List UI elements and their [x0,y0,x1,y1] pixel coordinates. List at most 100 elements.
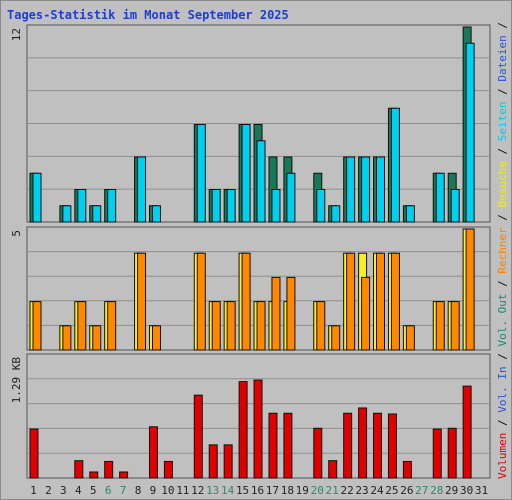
bar-seiten-day-13 [211,189,221,223]
x-tick-label-28: 28 [430,484,443,497]
x-tick-label-30: 30 [460,484,473,497]
bar-rechner-day-22 [346,252,356,351]
bar-seiten-day-16 [256,140,266,223]
legend-part-13: / [496,19,509,35]
legend-part-4: Vol. Out [496,294,509,347]
bar-rechner-day-24 [376,252,386,351]
bar-seiten-day-26 [405,205,415,223]
bar-rechner-day-30 [465,228,475,351]
bar-volumen-day-4 [74,460,84,479]
x-tick-label-27: 27 [415,484,428,497]
bar-volumen-day-6 [104,460,114,479]
bar-seiten-day-29 [450,189,460,223]
x-tick-label-1: 1 [30,484,37,497]
bar-volumen-day-5 [89,471,99,479]
x-tick-label-17: 17 [266,484,279,497]
bar-seiten-day-22 [346,156,356,223]
bar-seiten-day-20 [316,189,326,223]
bar-volumen-day-30 [462,385,472,479]
x-tick-label-23: 23 [355,484,368,497]
bar-rechner-day-3 [62,325,72,351]
bar-rechner-day-4 [77,301,87,351]
x-tick-label-18: 18 [281,484,294,497]
bar-volumen-day-13 [208,444,218,479]
bar-seiten-day-14 [226,189,236,223]
y-tick-label-requests: 12 [10,28,23,41]
x-tick-label-19: 19 [296,484,309,497]
bar-rechner-day-8 [137,252,147,351]
bar-seiten-day-21 [331,205,341,223]
x-tick-label-2: 2 [45,484,52,497]
legend-text: Volumen / Vol. In / Vol. Out / Rechner /… [496,19,509,479]
chart-title: Tages-Statistik im Monat September 2025 [7,8,289,22]
x-tick-label-25: 25 [385,484,398,497]
x-tick-label-7: 7 [120,484,127,497]
x-tick-label-4: 4 [75,484,82,497]
bar-volumen-day-22 [343,412,353,479]
bar-volumen-day-23 [358,407,368,479]
bar-seiten-day-1 [32,172,42,223]
x-tick-label-13: 13 [206,484,219,497]
x-tick-label-15: 15 [236,484,249,497]
y-tick-label-visits: 5 [10,230,23,237]
bar-rechner-day-18 [286,276,296,351]
bar-rechner-day-21 [331,325,341,351]
legend-part-11: / [496,82,509,102]
bar-seiten-day-18 [286,172,296,223]
bar-seiten-day-4 [77,189,87,223]
bar-volumen-day-29 [447,427,457,479]
bar-seiten-day-3 [62,205,72,223]
bar-rechner-day-14 [226,301,236,351]
bar-rechner-day-23 [361,276,371,351]
bar-seiten-day-23 [361,156,371,223]
bar-seiten-day-6 [107,189,117,223]
legend-part-7: / [496,207,509,227]
x-tick-label-16: 16 [251,484,264,497]
x-tick-label-11: 11 [176,484,189,497]
bar-volumen-day-18 [283,412,293,479]
bar-seiten-day-8 [137,156,147,223]
bar-volumen-day-15 [238,381,248,479]
bar-volumen-day-20 [313,427,323,479]
legend-part-8: Besuche [496,161,509,207]
x-tick-label-12: 12 [191,484,204,497]
bar-volumen-day-24 [373,412,383,479]
x-tick-label-21: 21 [326,484,339,497]
bar-rechner-day-20 [316,301,326,351]
x-tick-label-3: 3 [60,484,67,497]
x-tick-label-31: 31 [475,484,488,497]
x-tick-label-6: 6 [105,484,112,497]
bar-volumen-day-7 [119,471,129,479]
x-tick-label-5: 5 [90,484,97,497]
bar-seiten-day-5 [92,205,102,223]
bar-volumen-day-21 [328,460,338,479]
bar-volumen-day-14 [223,444,233,479]
legend-part-2: Vol. In [496,366,509,412]
bar-volumen-day-10 [163,460,173,479]
x-tick-label-24: 24 [370,484,384,497]
y-tick-label-volume: 1.29 KB [10,357,23,404]
bar-rechner-day-16 [256,301,266,351]
bar-volumen-day-12 [193,394,203,479]
x-tick-label-9: 9 [150,484,157,497]
bar-rechner-day-1 [32,301,42,351]
bar-rechner-day-5 [92,325,102,351]
bar-seiten-day-12 [196,124,206,223]
bar-rechner-day-12 [196,252,206,351]
bar-seiten-day-28 [435,172,445,223]
legend-part-1: / [496,413,509,433]
bar-seiten-day-15 [241,124,251,223]
bar-seiten-day-17 [271,189,281,223]
x-tick-label-8: 8 [135,484,142,497]
bar-volumen-day-28 [432,428,442,479]
bar-rechner-day-28 [435,301,445,351]
bar-rechner-day-9 [151,325,161,351]
legend-part-12: Dateien [496,35,509,81]
bar-seiten-day-9 [151,205,161,223]
x-tick-label-14: 14 [221,484,235,497]
legend-part-10: Seiten [496,101,509,141]
bar-rechner-day-25 [390,252,400,351]
legend-part-0: Volumen [496,433,509,479]
bar-volumen-day-26 [402,460,412,479]
